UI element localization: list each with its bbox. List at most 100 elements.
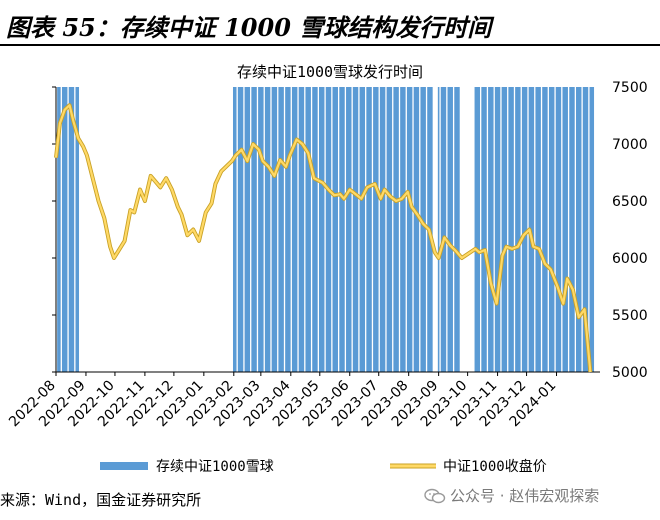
issuance-bar <box>454 87 456 372</box>
issuance-bar <box>410 87 413 372</box>
issuance-bar <box>550 87 553 372</box>
issuance-bar <box>261 87 264 372</box>
issuance-bar <box>68 87 71 372</box>
issuance-bar <box>551 87 554 372</box>
issuance-bar <box>327 87 330 372</box>
issuance-bar <box>329 87 332 372</box>
issuance-bar <box>484 87 486 372</box>
issuance-bar <box>420 87 423 372</box>
issuance-bar <box>374 87 376 372</box>
legend-label-bars: 存续中证1000雪球 <box>156 458 274 475</box>
issuance-bar <box>515 87 517 372</box>
source-note: 来源：Wind，国金证券研究所 <box>0 491 202 509</box>
issuance-bar <box>389 87 392 372</box>
y-tick-label: 5000 <box>612 365 648 381</box>
issuance-bar <box>589 87 592 372</box>
issuance-bar <box>414 87 417 372</box>
legend-label-line: 中证1000收盘价 <box>443 458 547 475</box>
issuance-bar <box>244 87 247 372</box>
issuance-bar <box>326 87 329 372</box>
issuance-bar <box>539 87 541 372</box>
issuance-bar <box>443 87 446 372</box>
issuance-bar <box>57 87 59 372</box>
issuance-bar <box>349 87 352 372</box>
issuance-bar <box>444 87 447 372</box>
issuance-bar <box>362 87 365 372</box>
issuance-bar <box>237 87 240 372</box>
issuance-bar <box>457 87 459 372</box>
issuance-bar <box>592 87 595 372</box>
issuance-bar <box>267 87 270 372</box>
issuance-bar <box>458 87 460 372</box>
issuance-bar <box>239 87 242 372</box>
issuance-bar <box>363 87 366 372</box>
issuance-bar <box>251 87 253 372</box>
issuance-bar <box>279 87 281 372</box>
issuance-bar <box>490 87 493 372</box>
issuance-bar <box>482 87 484 372</box>
chart-title: 存续中证1000雪球发行时间 <box>237 63 423 81</box>
issuance-bar <box>325 87 328 372</box>
issuance-bar <box>502 87 505 372</box>
issuance-bar <box>340 87 342 372</box>
issuance-bar <box>570 87 572 372</box>
issuance-bar <box>315 87 317 372</box>
issuance-bar <box>275 87 278 372</box>
issuance-bar <box>437 87 440 372</box>
issuance-bar <box>356 87 359 372</box>
close-line <box>54 104 592 373</box>
legend-swatch-bars <box>100 462 148 470</box>
issuance-bar <box>586 87 589 372</box>
issuance-bar <box>508 87 510 372</box>
issuance-bar <box>505 87 508 372</box>
issuance-bar <box>442 87 445 372</box>
issuance-bar <box>333 87 336 372</box>
issuance-bar <box>521 87 524 372</box>
watermark-text: 公众号 · 赵伟宏观探索 <box>450 487 600 505</box>
issuance-bar <box>245 87 248 372</box>
issuance-bar <box>549 87 552 372</box>
issuance-bar <box>301 87 304 372</box>
issuance-bar <box>281 87 283 372</box>
issuance-bar <box>488 87 490 372</box>
issuance-bar <box>291 87 294 372</box>
issuance-bar <box>441 87 444 372</box>
issuance-bar <box>298 87 301 372</box>
issuance-bar <box>75 87 78 372</box>
issuance-bar <box>447 87 450 372</box>
y-ticks-right: 5000 5500 6000 6500 7000 7500 <box>612 80 648 381</box>
issuance-bar <box>380 87 383 372</box>
issuance-bar <box>355 87 358 372</box>
issuance-bar <box>332 87 335 372</box>
issuance-bar <box>519 87 521 372</box>
issuance-bar <box>246 87 249 372</box>
issuance-bar <box>523 87 526 372</box>
issuance-bar <box>312 87 314 372</box>
issuance-bar <box>564 87 567 372</box>
issuance-bar <box>590 87 593 372</box>
issuance-bar <box>511 87 513 372</box>
issuance-bar <box>319 87 322 372</box>
issuance-bar <box>299 87 302 372</box>
issuance-bar <box>422 87 424 372</box>
issuance-bar <box>431 87 433 372</box>
issuance-bar <box>524 87 527 372</box>
issuance-bar <box>306 87 309 372</box>
issuance-bar <box>490 87 492 372</box>
y-tick-label: 6000 <box>612 251 648 267</box>
issuance-bar <box>481 87 483 372</box>
issuance-bar <box>577 87 580 372</box>
issuance-bar <box>383 87 386 372</box>
issuance-bar <box>504 87 507 372</box>
issuance-bar <box>585 87 588 372</box>
issuance-bar <box>584 87 587 372</box>
issuance-bar <box>287 87 289 372</box>
y-tick-label: 5500 <box>612 308 648 324</box>
issuance-bar <box>376 87 379 372</box>
issuance-bar <box>548 87 551 372</box>
issuance-bar <box>476 87 479 372</box>
issuance-bar <box>388 87 391 372</box>
issuance-bar <box>233 87 236 372</box>
issuance-bar <box>390 87 393 372</box>
issuance-bar <box>417 87 420 372</box>
